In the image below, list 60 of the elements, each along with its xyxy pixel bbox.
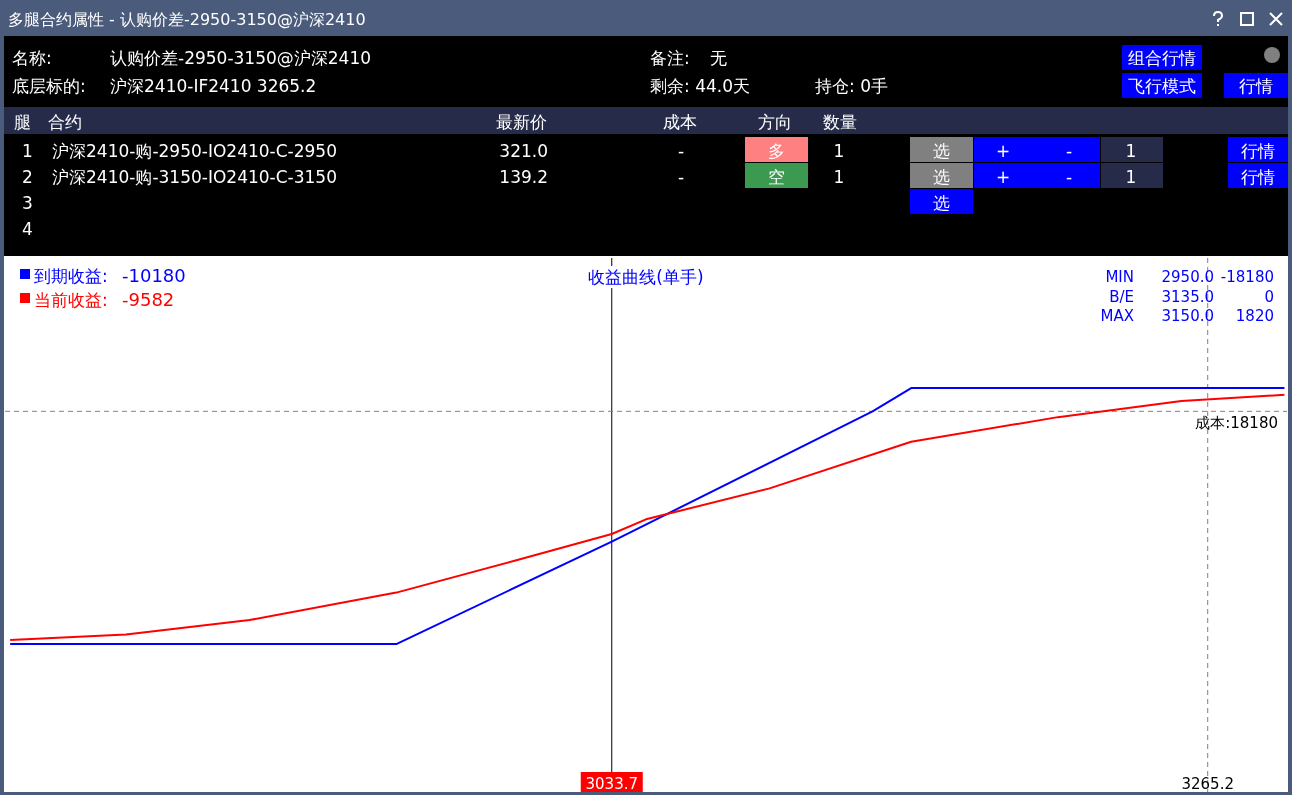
text: 组合行情 [1128, 48, 1196, 68]
text: MIN [1105, 268, 1134, 286]
text: 行情 [1241, 167, 1275, 187]
text: 沪深2410-购-2950-IO2410-C-2950 [52, 141, 337, 161]
x-tick-label: 3265.2 [1181, 775, 1234, 793]
text: 139.2 [499, 167, 548, 187]
text: 2950.0 [1161, 268, 1214, 286]
text: 合约 [48, 112, 82, 132]
annotation: 成本:18180 [1195, 414, 1278, 433]
text: - [677, 167, 685, 187]
text: 1 [833, 167, 845, 187]
text: 成本 [663, 112, 697, 132]
text: + [995, 141, 1011, 161]
text: 沪深2410-IF2410 3265.2 [110, 76, 317, 96]
text: 沪深2410-购-3150-IO2410-C-3150 [52, 167, 337, 187]
text: -18180 [1220, 268, 1274, 286]
legend-label: 到期收益: [34, 266, 108, 286]
text: 持仓: 0手 [815, 76, 888, 96]
text: 行情 [1239, 76, 1273, 96]
text: 3135.0 [1161, 288, 1214, 306]
text: 剩余: 44.0天 [650, 76, 750, 96]
text: 3 [22, 193, 33, 213]
text: 1 [833, 141, 845, 161]
text: MAX [1100, 307, 1134, 325]
text: 名称: [12, 48, 52, 68]
text: 行情 [1241, 141, 1275, 161]
text: - [1065, 167, 1073, 187]
text: 321.0 [499, 141, 548, 161]
text: - [1065, 141, 1073, 161]
text: + [995, 167, 1011, 187]
chart-subtitle: 收益曲线(单手) [588, 267, 704, 287]
text: 1 [1125, 141, 1137, 161]
text: -9582 [122, 289, 175, 310]
text: -10180 [122, 265, 186, 286]
text: 0 [1264, 288, 1274, 306]
text: 3150.0 [1161, 307, 1214, 325]
chart-title: 多腿合约属性 - 认购价差-2950-3150@沪深2410 [8, 10, 366, 29]
text: 选 [932, 167, 950, 187]
text: B/E [1109, 288, 1134, 306]
text: 选 [932, 141, 950, 161]
text: 数量 [823, 112, 857, 132]
text: 腿 [14, 112, 31, 132]
text: 4 [22, 219, 33, 239]
legend-label: 当前收益: [34, 290, 108, 310]
text: - [677, 141, 685, 161]
text: 飞行模式 [1128, 76, 1196, 96]
text: 1 [22, 141, 33, 161]
text: 1 [1125, 167, 1137, 187]
text: 多 [767, 141, 785, 161]
text: 方向 [758, 112, 792, 132]
text: 2 [22, 167, 33, 187]
text: 最新价 [495, 112, 547, 132]
text: 空 [767, 167, 785, 187]
text: 选 [932, 193, 950, 213]
text: 认购价差-2950-3150@沪深2410 [110, 48, 372, 68]
text: 1820 [1235, 307, 1274, 325]
text: 底层标的: [12, 76, 86, 96]
text: 无 [710, 48, 727, 68]
x-tick-label: 3033.7 [585, 775, 639, 793]
text: 备注: [650, 48, 690, 68]
